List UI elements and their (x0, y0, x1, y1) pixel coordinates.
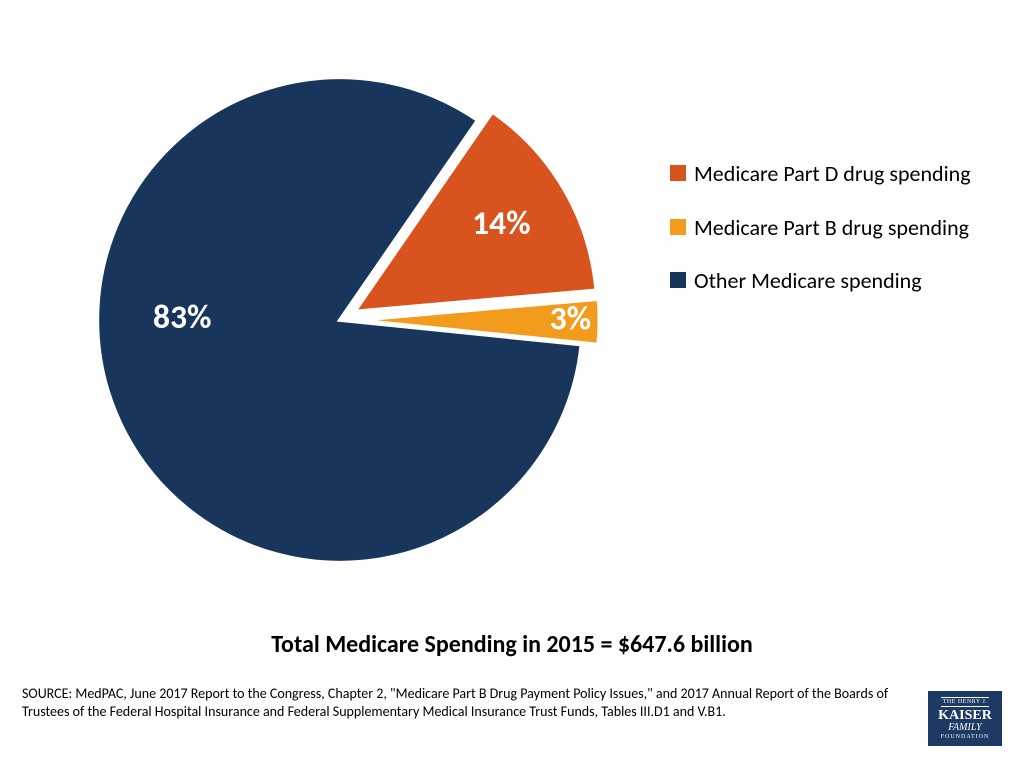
slice-pct-label: 3% (550, 299, 592, 340)
legend-label: Medicare Part B drug spending (694, 214, 969, 242)
legend-swatch (670, 272, 686, 288)
legend-item: Medicare Part D drug spending (670, 160, 990, 188)
legend-item: Other Medicare spending (670, 267, 990, 295)
pie-svg: 14% 3% 83% (40, 40, 640, 600)
source-citation: SOURCE: MedPAC, June 2017 Report to the … (22, 685, 892, 721)
kaiser-logo: THE HENRY J. KAISER FAMILY FOUNDATION (928, 691, 1002, 746)
logo-line4: FOUNDATION (941, 734, 990, 740)
pie-chart: 14% 3% 83% (40, 40, 640, 600)
slice-pct-label: 14% (472, 203, 531, 244)
logo-line3: FAMILY (948, 723, 982, 733)
legend-label: Other Medicare spending (694, 267, 922, 295)
legend-label: Medicare Part D drug spending (694, 160, 971, 188)
logo-line2: KAISER (938, 709, 992, 723)
chart-caption: Total Medicare Spending in 2015 = $647.6… (0, 630, 1024, 659)
legend-item: Medicare Part B drug spending (670, 214, 990, 242)
legend-swatch (670, 165, 686, 181)
slice-pct-label: 83% (153, 297, 212, 338)
legend-swatch (670, 219, 686, 235)
logo-line1: THE HENRY J. (941, 697, 990, 707)
legend: Medicare Part D drug spending Medicare Pa… (670, 160, 990, 321)
